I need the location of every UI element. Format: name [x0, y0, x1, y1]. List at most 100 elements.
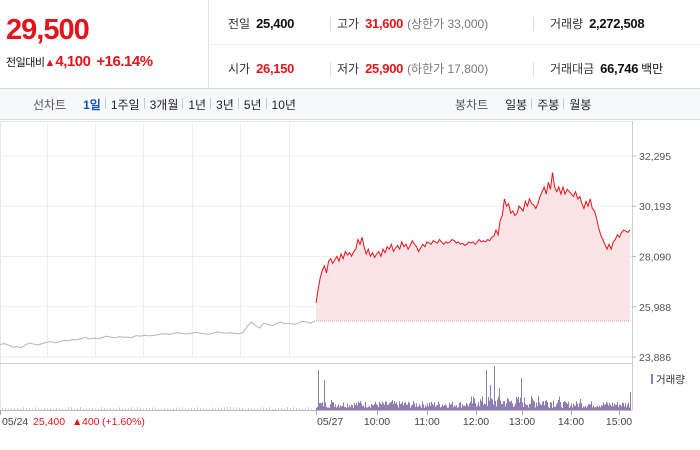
- volume-bar: [272, 408, 273, 410]
- volume-bar: [74, 408, 75, 410]
- volume-bar: [218, 408, 219, 410]
- stats-grid: 전일 25,400 고가 31,600 (상한가 33,000) 거래량 2,272,5…: [210, 0, 700, 89]
- volume-bar: [581, 403, 582, 410]
- volume-bar: [140, 408, 141, 410]
- price-summary: 29,500 전일대비▲4,100 +16.14%: [0, 0, 209, 89]
- volume-bar: [447, 407, 448, 410]
- volume-bar: [377, 405, 378, 410]
- candle-chart-title: 봉차트: [455, 98, 489, 112]
- tab-weekly-candle[interactable]: 주봉: [531, 96, 564, 113]
- volume-bar: [248, 408, 249, 410]
- volume-bar: [615, 404, 616, 410]
- volume-bar: [460, 402, 461, 410]
- volume-bar: [585, 405, 586, 410]
- low-value: 25,900: [365, 61, 404, 76]
- volume-bar: [550, 402, 551, 410]
- tab-3y[interactable]: 3년: [210, 96, 239, 113]
- tab-monthly-candle[interactable]: 월봉: [563, 96, 596, 113]
- volume-bar: [137, 407, 138, 410]
- volume-bar: [444, 405, 445, 410]
- volume-bar: [254, 408, 255, 410]
- volume-bar: [336, 407, 337, 410]
- volume-bar: [155, 407, 156, 410]
- volume-bar: [605, 404, 606, 410]
- open-value: 26,150: [256, 61, 295, 76]
- volume-bar: [206, 408, 207, 410]
- volume-bar: [383, 403, 384, 410]
- volume-bar: [281, 408, 282, 410]
- volume-bar: [606, 401, 607, 410]
- volume-bar: [324, 380, 325, 410]
- volume-bar: [551, 402, 552, 410]
- volume-bar: [371, 403, 372, 410]
- volume-bar: [333, 402, 334, 410]
- volume-bar: [330, 404, 331, 410]
- volume-bar: [364, 407, 365, 410]
- tab-1d[interactable]: 1일: [83, 98, 101, 112]
- volume-bar: [425, 405, 426, 410]
- series-layer: [0, 172, 631, 349]
- volume-bar: [625, 402, 626, 410]
- volume-bar: [471, 396, 472, 410]
- tab-10y[interactable]: 10년: [265, 96, 301, 113]
- tab-5y[interactable]: 5년: [237, 96, 267, 113]
- volume-bar: [438, 401, 439, 410]
- volume-bar: [375, 401, 376, 410]
- volume-bar: [611, 406, 612, 410]
- volume-bar: [412, 404, 413, 410]
- volume-bar: [239, 407, 240, 410]
- volume-bar: [598, 407, 599, 410]
- tab-daily-candle[interactable]: 일봉: [505, 98, 528, 112]
- divider: [533, 62, 534, 76]
- volume-bar: [251, 408, 252, 410]
- volume-bar: [400, 404, 401, 410]
- volume-bar: [395, 403, 396, 410]
- volume-bar: [596, 406, 597, 410]
- volume-bar: [401, 403, 402, 410]
- volume-bar: [116, 408, 117, 410]
- volume-bar: [597, 405, 598, 410]
- tab-1y[interactable]: 1년: [182, 96, 211, 113]
- volume-bar: [321, 403, 322, 410]
- volume-bar: [390, 402, 391, 410]
- volume-bar: [532, 398, 533, 410]
- volume-bar: [230, 407, 231, 410]
- volume-bar: [71, 407, 72, 410]
- volume-bar: [104, 408, 105, 410]
- upper-limit: (상한가 33,000): [407, 17, 489, 31]
- volume-bar: [538, 396, 539, 410]
- tab-1w[interactable]: 1주일: [104, 96, 145, 113]
- volume-bar: [614, 403, 615, 410]
- volume-bar: [562, 407, 563, 410]
- volume-bar: [496, 406, 497, 410]
- volume-bar: [337, 406, 338, 410]
- volume-bar: [372, 404, 373, 410]
- volume-bar: [176, 407, 177, 410]
- volume-bar: [501, 403, 502, 410]
- volume-bar: [499, 388, 500, 410]
- volume-bar: [544, 405, 545, 410]
- change-percent: +16.14%: [96, 53, 153, 70]
- volume-bar: [236, 407, 237, 410]
- volume-bar: [604, 404, 605, 410]
- tab-3m[interactable]: 3개월: [143, 96, 184, 113]
- prev-day-series-line: [0, 320, 316, 349]
- volume-bar: [86, 408, 87, 410]
- volume-bar: [628, 402, 629, 410]
- volume-bar: [415, 406, 416, 410]
- volume-bar: [80, 407, 81, 410]
- volume-bar: [515, 403, 516, 410]
- change-label: 전일대비: [6, 57, 45, 69]
- volume-bar: [32, 408, 33, 410]
- volume-bar: [619, 404, 620, 410]
- volume-bar: [586, 407, 587, 410]
- volume-bar: [107, 408, 108, 410]
- volume-bar: [212, 407, 213, 410]
- volume-bar: [571, 403, 572, 410]
- volume-bar: [557, 402, 558, 410]
- volume-bar: [473, 396, 474, 410]
- volume-bar: [519, 402, 520, 410]
- volume-bar: [325, 402, 326, 410]
- volume-bar: [435, 406, 436, 410]
- volume-bar: [612, 402, 613, 410]
